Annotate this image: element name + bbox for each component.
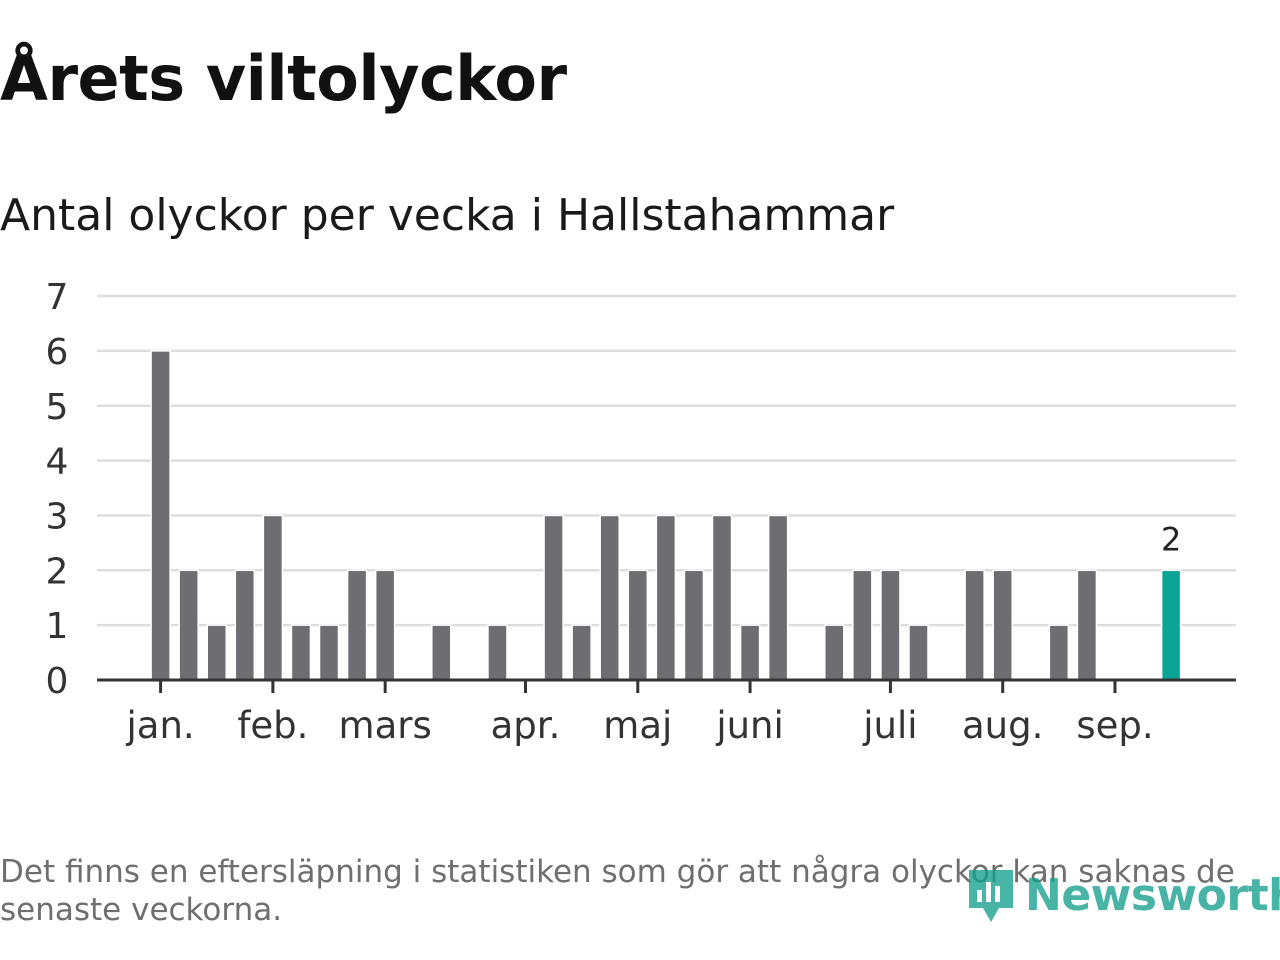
y-tick-label: 5 [46,387,69,428]
y-tick-label: 2 [46,551,69,592]
y-tick-label: 3 [46,496,69,537]
x-tick-label: sep. [1076,704,1153,747]
bar [992,569,1013,681]
x-tick-label: juli [862,704,917,747]
bar [206,624,227,681]
y-tick-label: 0 [46,661,69,702]
y-tick-label: 6 [46,332,69,373]
chart-subtitle: Antal olyckor per vecka i Hallstahammar [0,190,895,241]
bar [627,569,649,681]
bar [1076,569,1098,681]
bar-chart: 0 1 2 3 4 5 6 7 jan. feb. mars apr. maj juni juli aug.… [46,277,1236,747]
logo-text: Newsworthy [1025,869,1280,921]
x-tick-label: apr. [491,704,561,747]
bar [739,624,761,681]
x-tick-label: juni [715,704,783,747]
bar [852,569,873,681]
bar [487,624,508,681]
bar [908,624,929,681]
x-tick-label: maj [603,704,672,747]
x-axis: jan. feb. mars apr. maj juni juli aug. sep. [97,678,1236,747]
y-tick-label: 1 [46,606,69,647]
newsworthy-logo: Newsworthy [965,862,1280,928]
y-axis: 0 1 2 3 4 5 6 7 [46,277,69,702]
bar [571,624,592,681]
bars [150,350,1182,681]
bar-highlight [1160,569,1182,681]
bar [964,569,985,681]
x-tick-label: jan. [126,704,195,747]
bar [318,624,340,681]
data-labels: 2 [1161,520,1181,558]
bar [178,569,199,681]
bar [290,624,312,681]
bar [711,514,733,681]
bar [655,514,677,681]
bar [234,569,256,681]
bar [543,514,564,681]
bar [346,569,368,681]
bar [1048,624,1070,681]
x-tick-label: feb. [237,704,308,747]
chart-title: Årets viltolyckor [0,42,567,115]
bar [150,350,171,681]
bar [767,514,789,681]
bar [880,569,901,681]
bar [599,514,620,681]
bar [824,624,845,681]
bar [262,514,284,681]
y-tick-label: 4 [46,442,69,483]
bar [683,569,705,681]
x-tick-label: aug. [962,704,1043,747]
data-label: 2 [1161,520,1181,558]
footnote: Det finns en eftersläpning i statistiken… [0,854,1235,928]
bar [431,624,452,681]
y-tick-label: 7 [46,277,69,318]
bar-chart-badge-icon [969,870,1013,922]
x-tick-label: mars [339,704,432,747]
bar [374,569,396,681]
